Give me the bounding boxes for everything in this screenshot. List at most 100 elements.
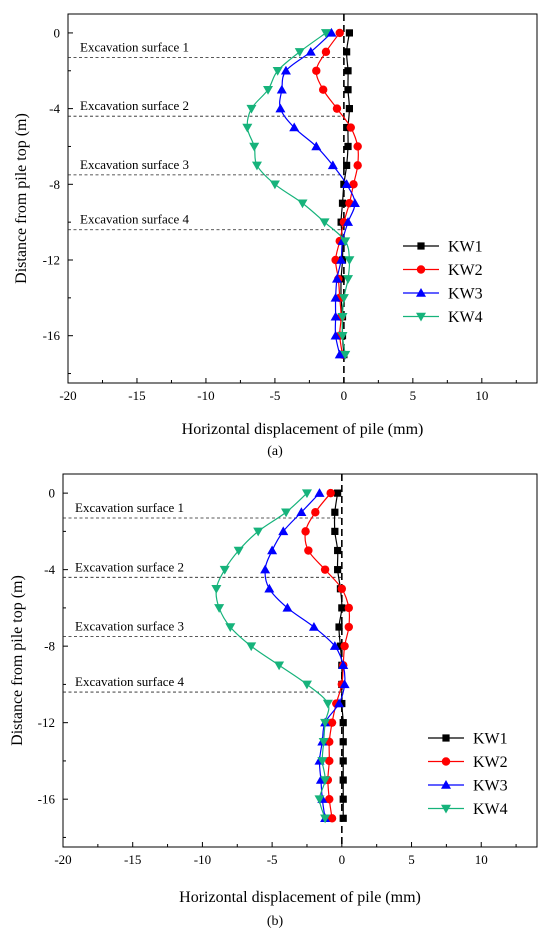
data-point — [264, 583, 275, 593]
data-point — [330, 292, 341, 302]
data-point — [253, 527, 264, 537]
legend-marker — [441, 780, 451, 789]
excavation-surface-label: Excavation surface 1 — [80, 40, 189, 55]
data-point — [338, 199, 347, 207]
data-point — [325, 756, 334, 766]
data-point — [329, 641, 340, 650]
data-point — [211, 585, 222, 594]
excavation-surface-label: Excavation surface 2 — [80, 98, 189, 113]
data-series — [312, 28, 362, 359]
data-point — [327, 160, 338, 170]
data-point — [312, 66, 321, 75]
x-tick-label: -10 — [194, 852, 211, 867]
data-point — [331, 527, 339, 535]
data-point — [334, 698, 345, 708]
x-tick-label: -5 — [269, 388, 280, 403]
data-point — [353, 161, 362, 170]
legend-label: KW2 — [473, 754, 508, 771]
y-tick-label: 0 — [54, 25, 61, 40]
data-point — [349, 180, 358, 189]
y-axis-title: Distance from pile top (m) — [9, 575, 26, 746]
x-tick-label: -10 — [197, 388, 214, 403]
legend-label: KW2 — [448, 262, 483, 279]
data-point — [281, 508, 292, 518]
data-point — [349, 198, 360, 207]
legend-label: KW4 — [448, 309, 483, 326]
data-point — [340, 237, 351, 247]
x-tick-label: -15 — [128, 388, 145, 403]
data-point — [343, 48, 351, 56]
x-tick-label: 10 — [475, 388, 488, 403]
data-point — [334, 489, 342, 497]
data-point — [340, 350, 351, 360]
data-point — [276, 84, 287, 94]
data-series — [301, 488, 353, 823]
data-point — [219, 565, 230, 575]
data-point — [272, 67, 283, 76]
x-tick-label: 10 — [475, 852, 488, 867]
data-point — [214, 604, 225, 613]
data-point — [353, 142, 362, 151]
data-point — [344, 142, 352, 151]
y-tick-label: -12 — [43, 253, 60, 268]
data-point — [304, 546, 313, 555]
x-axis-title: Horizontal displacement of pile (mm) — [182, 421, 424, 438]
data-series — [242, 29, 355, 360]
excavation-surface-label: Excavation surface 1 — [75, 500, 184, 515]
legend-marker — [416, 312, 426, 322]
data-point — [336, 255, 347, 264]
data-series — [275, 27, 360, 359]
legend-label: KW1 — [448, 239, 483, 256]
x-tick-label: 5 — [408, 852, 415, 867]
legend-label: KW4 — [473, 801, 508, 818]
x-tick-label: -15 — [124, 852, 141, 867]
excavation-surface-label: Excavation surface 3 — [75, 619, 184, 634]
data-point — [339, 679, 350, 689]
data-point — [301, 527, 310, 536]
legend-label: KW1 — [473, 731, 508, 748]
data-point — [327, 814, 337, 823]
plot-frame — [62, 473, 538, 848]
chart-panel: -20 -15 -10 -5 0 5 10 0 -4 -8 -12 -16 Horizontal dis… — [9, 473, 538, 929]
data-point — [267, 545, 278, 555]
data-point — [338, 294, 349, 303]
x-axis-title: Horizontal displacement of pile (mm) — [179, 889, 421, 906]
data-point — [343, 217, 354, 226]
data-point — [301, 489, 312, 499]
y-tick-label: -4 — [49, 101, 60, 116]
series-line — [215, 492, 330, 819]
legend-marker — [441, 757, 451, 766]
data-point — [339, 776, 347, 784]
series-line — [246, 32, 351, 355]
data-point — [330, 330, 341, 340]
data-point — [318, 738, 329, 747]
data-point — [320, 29, 331, 38]
series-line — [340, 32, 351, 355]
data-point — [344, 86, 352, 94]
data-point — [320, 814, 331, 824]
data-point — [251, 161, 262, 171]
data-point — [327, 718, 337, 727]
data-point — [311, 508, 320, 517]
data-point — [294, 48, 305, 57]
data-point — [320, 565, 330, 574]
data-point — [242, 123, 253, 133]
data-point — [326, 27, 337, 37]
x-tick-label: 0 — [341, 388, 348, 403]
x-tick-label: 5 — [410, 388, 417, 403]
data-point — [233, 546, 244, 556]
data-point — [274, 661, 285, 671]
data-point — [338, 604, 346, 612]
data-point — [314, 795, 325, 805]
plot-frame — [67, 13, 538, 384]
data-point — [344, 603, 353, 613]
data-point — [249, 142, 260, 152]
data-point — [334, 546, 342, 555]
data-point — [344, 622, 353, 632]
data-point — [339, 795, 347, 803]
x-tick-label: -20 — [54, 852, 71, 867]
data-point — [332, 104, 342, 113]
legend-marker — [416, 288, 426, 297]
data-point — [337, 584, 347, 593]
